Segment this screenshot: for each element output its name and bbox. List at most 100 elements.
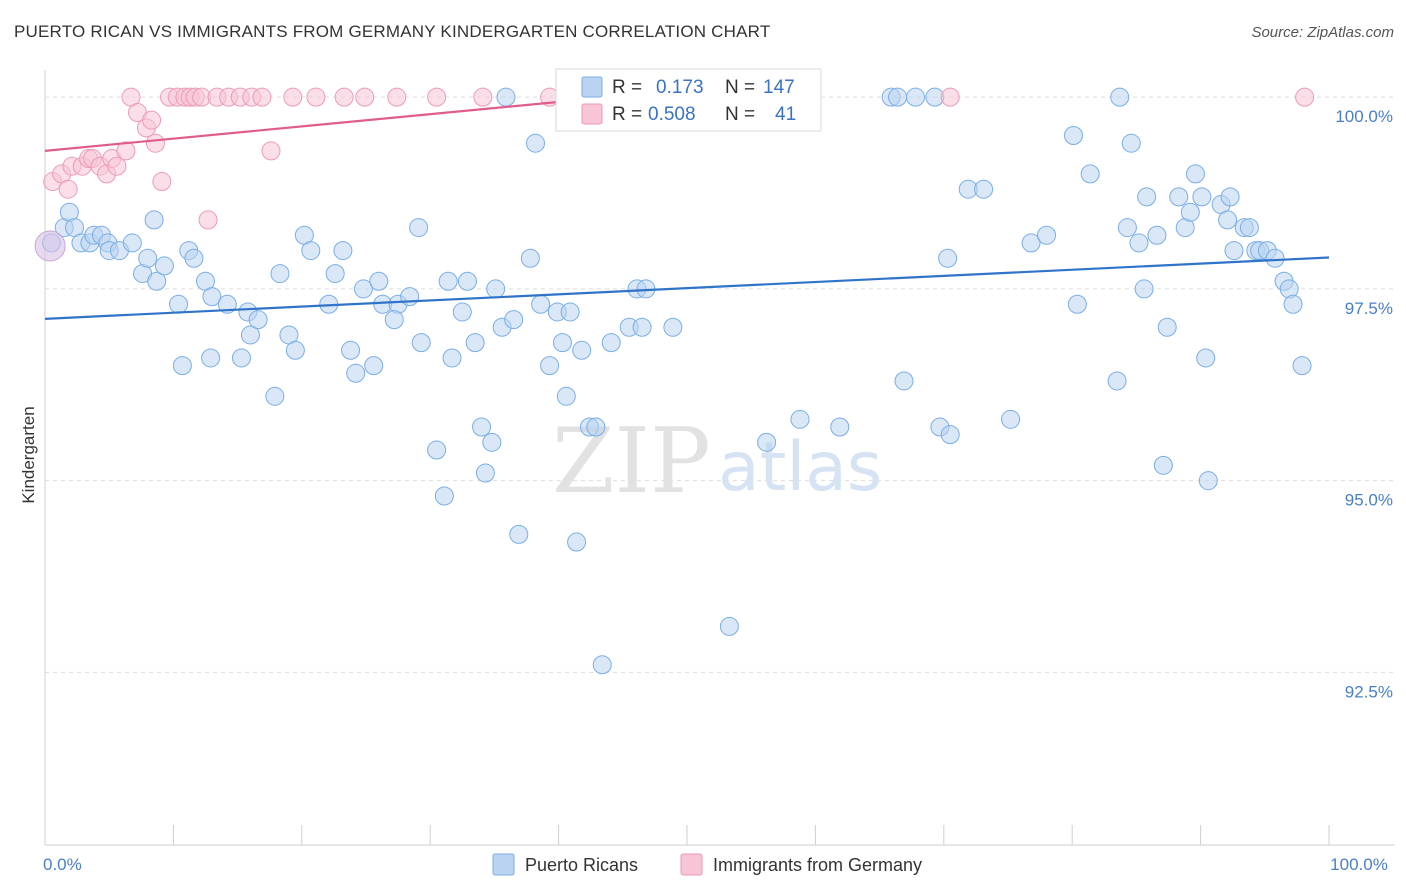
point-puerto-ricans — [409, 218, 429, 238]
point-puerto-ricans — [147, 271, 167, 291]
point-puerto-ricans — [301, 241, 321, 261]
point-puerto-ricans — [1121, 133, 1141, 153]
trend-line-puerto-ricans — [44, 256, 1330, 320]
y-tick-label: 97.5% — [1345, 299, 1393, 318]
point-puerto-ricans — [560, 302, 580, 322]
r-label-1: R = — [612, 77, 642, 98]
r-value-2: 0.508 — [648, 104, 696, 125]
point-overlap — [34, 230, 66, 262]
point-puerto-ricans — [1292, 356, 1312, 376]
point-puerto-ricans — [757, 432, 777, 452]
trend-lines — [44, 98, 1330, 320]
source-label: Source: ZipAtlas.com — [1251, 24, 1394, 41]
point-germany — [58, 179, 78, 199]
r-label-2: R = — [612, 104, 642, 125]
point-puerto-ricans — [325, 264, 345, 284]
point-puerto-ricans — [400, 287, 420, 307]
legend-swatch-puerto-ricans — [492, 853, 515, 876]
point-puerto-ricans — [169, 294, 189, 314]
watermark-atlas: atlas — [718, 428, 882, 507]
point-puerto-ricans — [906, 87, 926, 107]
n-label-2: N = — [725, 104, 755, 125]
point-puerto-ricans — [552, 333, 572, 353]
point-puerto-ricans — [525, 133, 545, 153]
point-puerto-ricans — [1137, 187, 1157, 207]
point-puerto-ricans — [520, 248, 540, 268]
point-puerto-ricans — [938, 248, 958, 268]
point-puerto-ricans — [285, 340, 305, 360]
point-puerto-ricans — [202, 287, 222, 307]
point-germany — [152, 172, 172, 192]
x-tick-label: 0.0% — [43, 855, 82, 874]
point-puerto-ricans — [452, 302, 472, 322]
y-axis-label: Kindergarten — [19, 406, 38, 503]
point-puerto-ricans — [1153, 455, 1173, 475]
point-germany — [252, 87, 272, 107]
point-puerto-ricans — [1192, 187, 1212, 207]
point-puerto-ricans — [457, 271, 477, 291]
point-puerto-ricans — [482, 432, 502, 452]
point-puerto-ricans — [333, 241, 353, 261]
watermark: ZIP atlas — [552, 409, 882, 514]
point-germany — [142, 110, 162, 130]
point-puerto-ricans — [472, 417, 492, 437]
point-puerto-ricans — [940, 425, 960, 445]
point-puerto-ricans — [1134, 279, 1154, 299]
point-puerto-ricans — [663, 317, 683, 337]
point-puerto-ricans — [1169, 187, 1189, 207]
watermark-zip: ZIP — [552, 409, 711, 514]
legend-label-puerto-ricans: Puerto Ricans — [525, 855, 638, 875]
legend-label-germany: Immigrants from Germany — [713, 855, 922, 875]
point-puerto-ricans — [1080, 164, 1100, 184]
point-puerto-ricans — [1185, 164, 1205, 184]
point-puerto-ricans — [138, 248, 158, 268]
point-puerto-ricans — [1218, 210, 1238, 230]
point-puerto-ricans — [1283, 294, 1303, 314]
point-puerto-ricans — [1196, 348, 1216, 368]
point-puerto-ricans — [384, 310, 404, 330]
point-puerto-ricans — [894, 371, 914, 391]
point-germany — [261, 141, 281, 161]
point-puerto-ricans — [1037, 225, 1057, 245]
point-puerto-ricans — [830, 417, 850, 437]
point-puerto-ricans — [719, 616, 739, 636]
point-puerto-ricans — [353, 279, 373, 299]
axes: 100.0% 97.5% 95.0% 92.5% 0.0% 100.0% — [43, 70, 1395, 874]
point-puerto-ricans — [442, 348, 462, 368]
point-germany — [1295, 87, 1315, 107]
series-legend: Puerto Ricans Immigrants from Germany — [492, 853, 922, 876]
point-germany — [473, 87, 493, 107]
point-germany — [198, 210, 218, 230]
n-value-2: 41 — [775, 104, 796, 125]
point-puerto-ricans — [270, 264, 290, 284]
point-puerto-ricans — [217, 294, 237, 314]
point-germany — [334, 87, 354, 107]
point-puerto-ricans — [1117, 218, 1137, 238]
point-puerto-ricans — [341, 340, 361, 360]
point-germany — [387, 87, 407, 107]
point-puerto-ricans — [1157, 317, 1177, 337]
x-tick-label: 100.0% — [1330, 855, 1388, 874]
germany-swatch — [581, 103, 603, 125]
point-germany — [355, 87, 375, 107]
gridlines — [45, 96, 1395, 673]
point-germany — [940, 87, 960, 107]
point-puerto-ricans — [475, 463, 495, 483]
point-puerto-ricans — [231, 348, 251, 368]
point-puerto-ricans — [592, 655, 612, 675]
point-puerto-ricans — [601, 333, 621, 353]
point-puerto-ricans — [1129, 233, 1149, 253]
point-puerto-ricans — [1107, 371, 1127, 391]
point-puerto-ricans — [1224, 241, 1244, 261]
point-puerto-ricans — [1067, 294, 1087, 314]
point-puerto-ricans — [1110, 87, 1130, 107]
puerto-ricans-swatch — [581, 76, 603, 98]
point-germany — [145, 133, 165, 153]
point-germany — [283, 87, 303, 107]
point-puerto-ricans — [509, 524, 529, 544]
point-puerto-ricans — [540, 356, 560, 376]
point-germany — [427, 87, 447, 107]
point-puerto-ricans — [248, 310, 268, 330]
point-puerto-ricans — [172, 356, 192, 376]
